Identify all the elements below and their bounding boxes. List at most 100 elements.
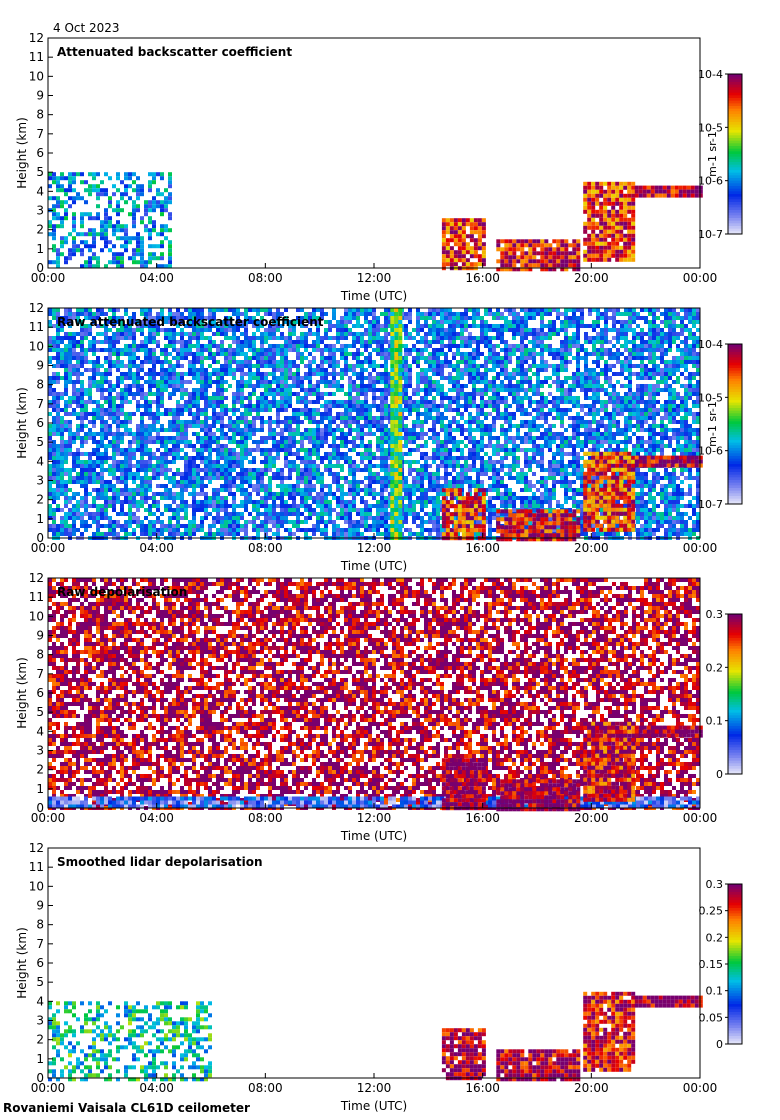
heatmap-cell	[376, 504, 380, 508]
heatmap-cell	[124, 392, 128, 396]
heatmap-cell	[256, 428, 260, 432]
heatmap-cell	[156, 520, 160, 524]
heatmap-cell	[224, 324, 228, 328]
heatmap-cell	[84, 404, 88, 408]
heatmap-cell	[308, 468, 312, 472]
heatmap-cell	[188, 332, 192, 336]
heatmap-cell	[204, 396, 208, 400]
heatmap-cell	[100, 420, 104, 424]
heatmap-cell	[236, 516, 240, 520]
heatmap-cell	[60, 452, 64, 456]
heatmap-cell	[176, 372, 180, 376]
heatmap-cell	[108, 404, 112, 408]
heatmap-cell	[611, 189, 616, 194]
heatmap-cell	[212, 440, 216, 444]
heatmap-cell	[64, 356, 68, 360]
heatmap-cell	[252, 420, 256, 424]
heatmap-cell	[591, 213, 596, 218]
heatmap-cell	[212, 392, 216, 396]
heatmap-cell	[88, 308, 92, 312]
heatmap-cell	[72, 344, 76, 348]
heatmap-cell	[168, 316, 172, 320]
heatmap-cell	[208, 524, 212, 528]
heatmap-cell	[360, 332, 364, 336]
heatmap-cell	[320, 428, 324, 432]
heatmap-cell	[128, 460, 132, 464]
heatmap-cell	[116, 396, 120, 400]
heatmap-cell	[690, 189, 695, 194]
heatmap-cell	[372, 360, 376, 364]
heatmap-cell	[68, 476, 72, 480]
heatmap-cell	[276, 352, 280, 356]
heatmap-cell	[148, 452, 152, 456]
heatmap-cell	[68, 320, 72, 324]
heatmap-cell	[344, 316, 348, 320]
heatmap-cell	[48, 472, 52, 476]
heatmap-cell	[60, 524, 64, 528]
heatmap-cell	[248, 412, 252, 416]
heatmap-cell	[60, 448, 64, 452]
heatmap-cell	[445, 254, 450, 259]
heatmap-cell	[128, 332, 132, 336]
heatmap-cell	[228, 384, 232, 388]
colorbar: 10-710-610-510-4m-1 sr-1	[698, 68, 743, 241]
heatmap-cell	[180, 484, 184, 488]
heatmap-cell	[260, 504, 264, 508]
heatmap-cell	[591, 245, 596, 250]
heatmap-cell	[296, 508, 300, 512]
heatmap-cell	[264, 348, 268, 352]
heatmap-cell	[312, 360, 316, 364]
heatmap-cell	[304, 312, 308, 316]
heatmap-cell	[260, 520, 264, 524]
heatmap-cell	[104, 228, 108, 233]
heatmap-cell	[256, 368, 260, 372]
heatmap-cell	[76, 512, 80, 516]
heatmap-cell	[172, 472, 176, 476]
heatmap-cell	[540, 243, 545, 248]
heatmap-cell	[100, 496, 104, 500]
heatmap-cell	[212, 500, 216, 504]
heatmap-cell	[276, 344, 280, 348]
heatmap-cell	[260, 384, 264, 388]
heatmap-cell	[168, 240, 172, 245]
heatmap-cell	[56, 380, 60, 384]
heatmap-cell	[136, 392, 140, 396]
heatmap-cell	[296, 428, 300, 432]
heatmap-cell	[144, 404, 148, 408]
heatmap-cell	[60, 488, 64, 492]
heatmap-cell	[564, 239, 569, 244]
heatmap-cell	[332, 472, 336, 476]
heatmap-cell	[232, 328, 236, 332]
heatmap-cell	[572, 251, 577, 256]
heatmap-cell	[449, 250, 454, 255]
heatmap-cell	[188, 492, 192, 496]
heatmap-cell	[316, 384, 320, 388]
heatmap-cell	[68, 444, 72, 448]
heatmap-cell	[72, 364, 76, 368]
heatmap-cell	[380, 448, 384, 452]
heatmap-cell	[473, 238, 478, 243]
heatmap-cell	[124, 184, 128, 189]
heatmap-cell	[52, 460, 56, 464]
heatmap-cell	[68, 308, 72, 312]
heatmap-cell	[228, 316, 232, 320]
heatmap-cell	[268, 336, 272, 340]
heatmap-cell	[316, 408, 320, 412]
heatmap-cell	[80, 408, 84, 412]
heatmap-cell	[236, 368, 240, 372]
heatmap-cell	[292, 328, 296, 332]
heatmap-cell	[328, 360, 332, 364]
heatmap-cell	[276, 456, 280, 460]
heatmap-cell	[164, 368, 168, 372]
heatmap-cell	[260, 424, 264, 428]
heatmap-cell	[320, 376, 324, 380]
heatmap-cell	[352, 436, 356, 440]
heatmap-cell	[376, 324, 380, 328]
heatmap-cell	[200, 456, 204, 460]
heatmap-cell	[128, 488, 132, 492]
heatmap-cell	[284, 528, 288, 532]
heatmap-cell	[140, 328, 144, 332]
heatmap-cell	[619, 249, 624, 254]
heatmap-cell	[196, 452, 200, 456]
heatmap-cell	[88, 216, 92, 221]
